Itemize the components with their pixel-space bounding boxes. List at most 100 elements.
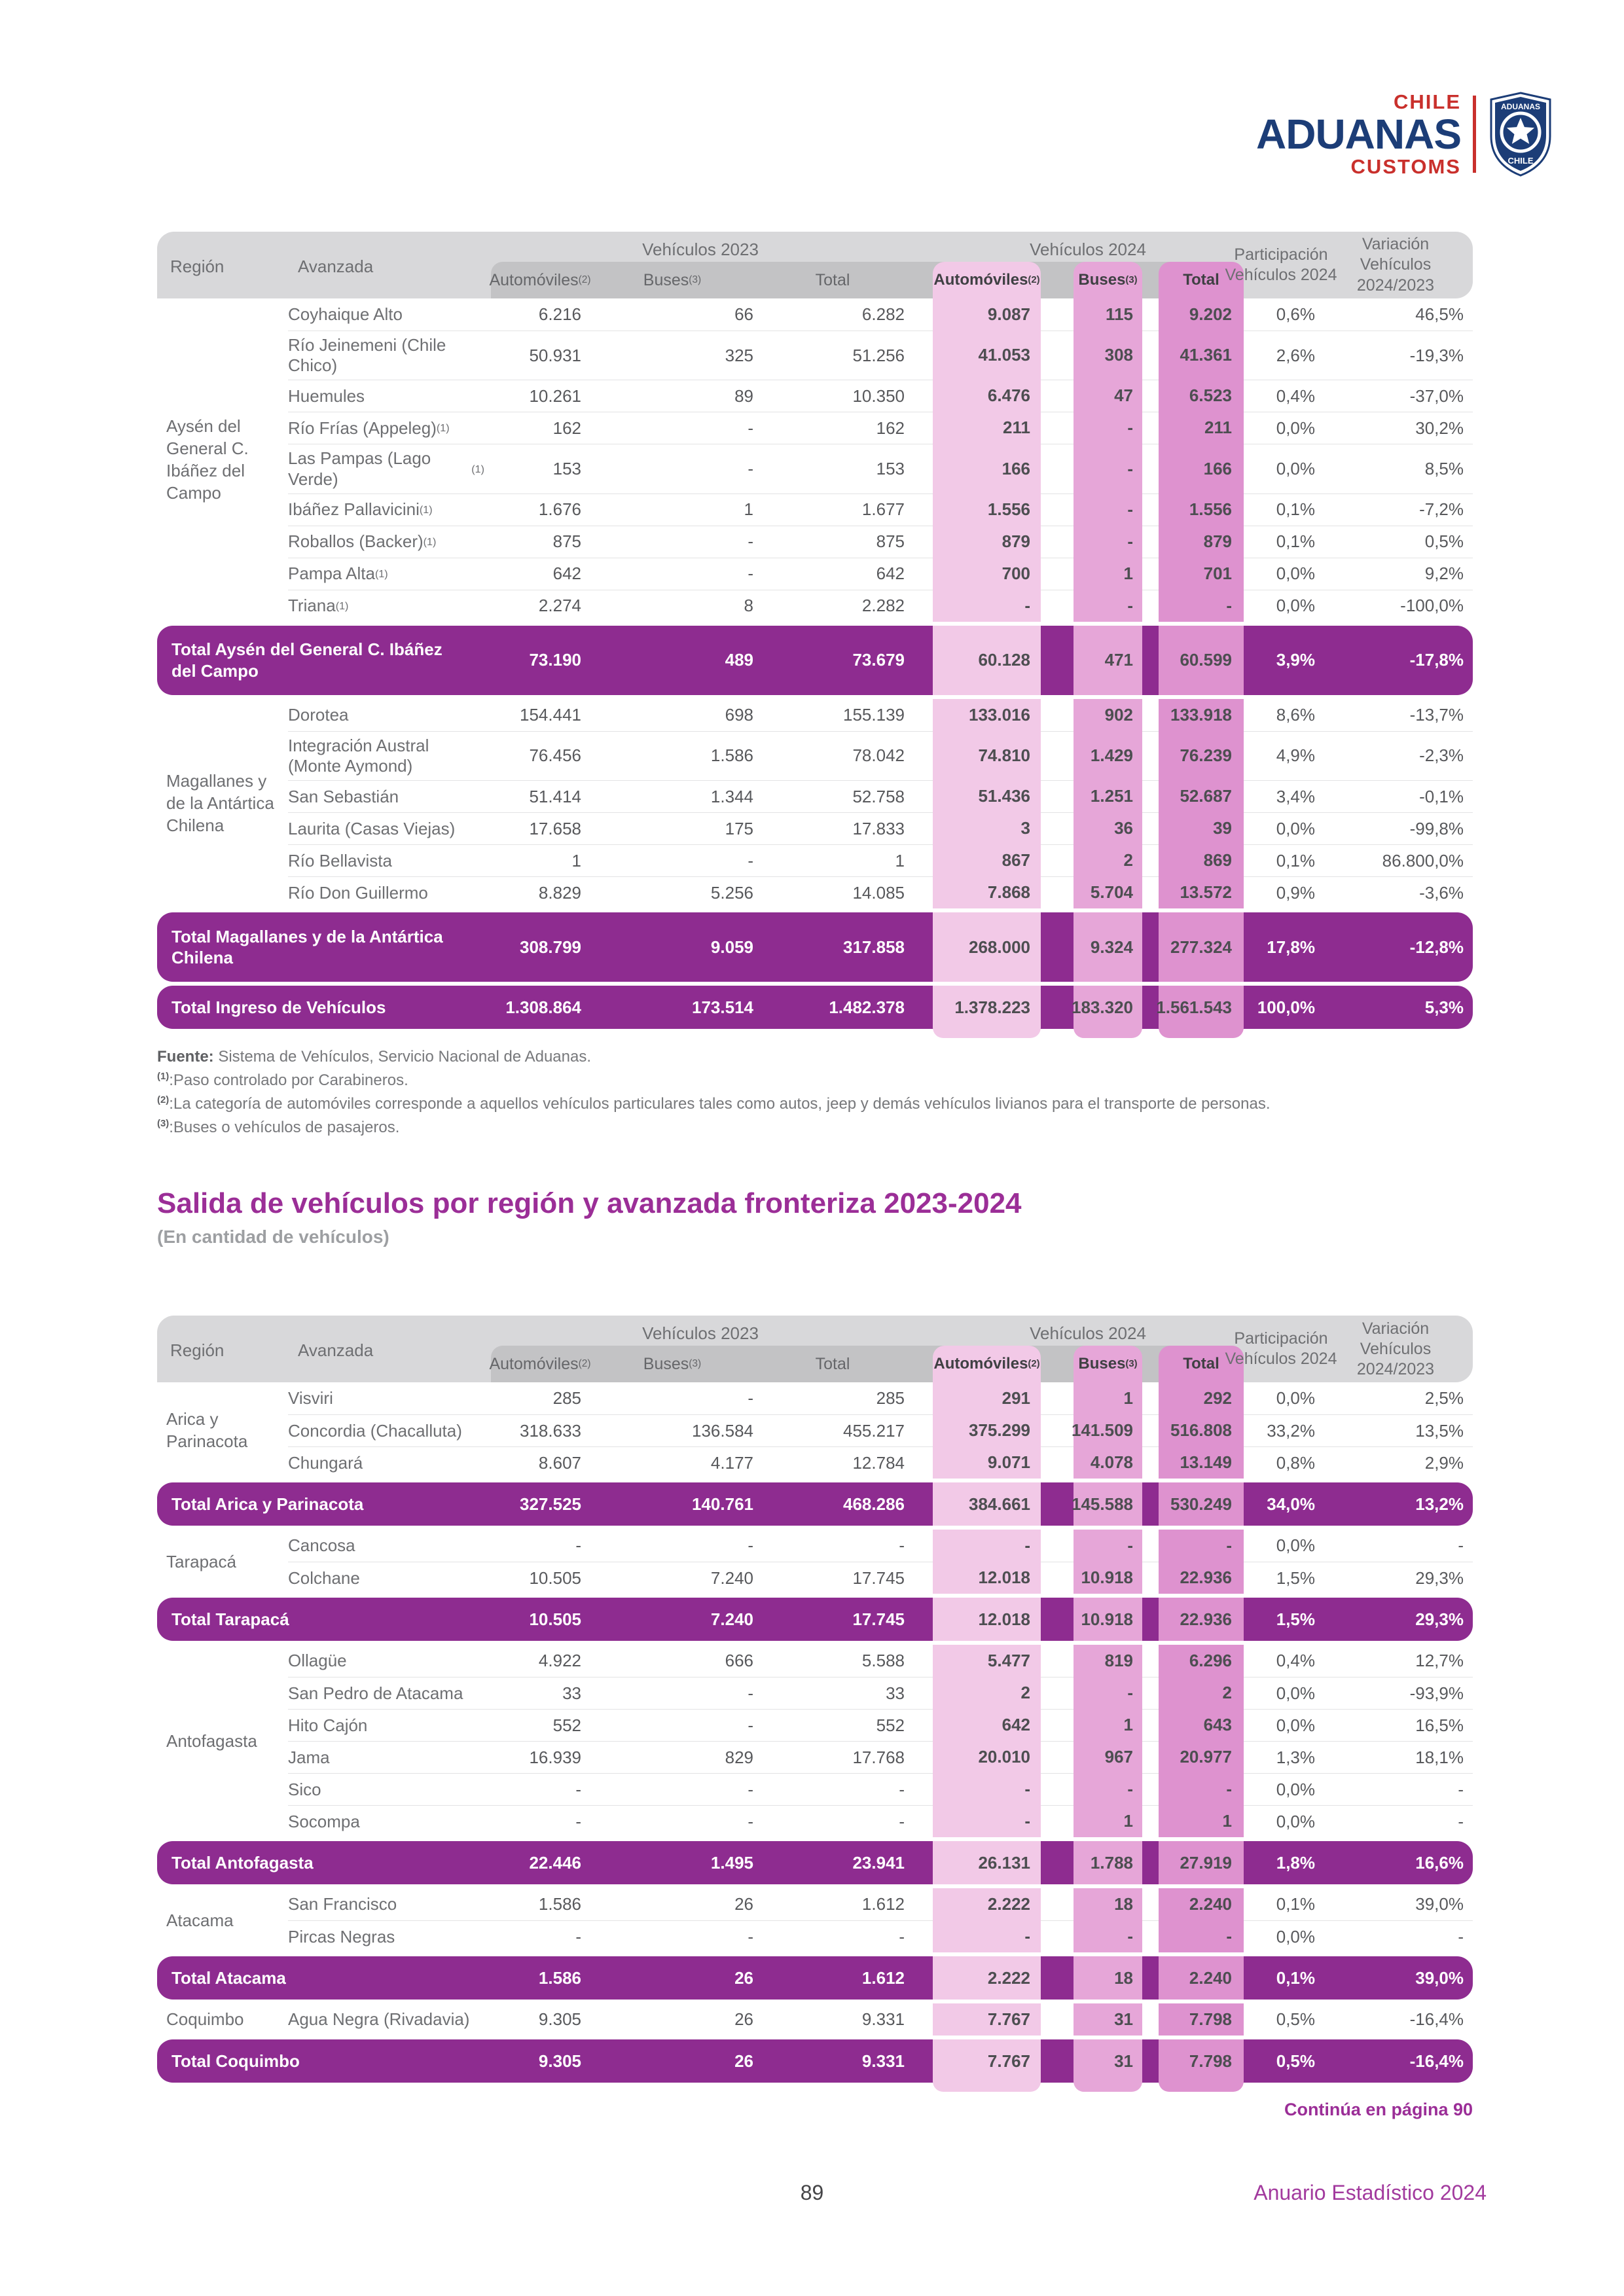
footer-publication: Anuario Estadístico 2024 — [1254, 2181, 1487, 2204]
value-cell: - — [589, 525, 756, 558]
value-cell: 183.320 — [1072, 986, 1142, 1039]
value-cell: 8,5% — [1319, 444, 1473, 493]
column-gap — [1142, 1841, 1159, 1884]
value-cell: 0,4% — [1244, 380, 1319, 412]
table-row: Río Bellavista 1-1 867 2 869 0,1% 86.800,0% — [288, 844, 1473, 877]
value-cell: 12.784 — [756, 1446, 910, 1479]
value-cell: 1.482.378 — [829, 997, 905, 1017]
region-label: Antofagasta — [166, 1731, 257, 1751]
value-cell: 1.612 — [861, 1894, 905, 1914]
column-gap — [910, 730, 933, 780]
value-cell: 875 — [756, 525, 910, 558]
value-cell: 22.446 — [529, 1852, 581, 1873]
table-row: Cancosa - - - - - -0,0% - — [288, 1530, 1473, 1562]
value-cell: 9.071 — [933, 1446, 1041, 1479]
value-cell: 26.131 — [933, 1841, 1041, 1885]
total-row-label: Total Arica y Parinacota — [171, 1494, 364, 1515]
column-gap — [1142, 1482, 1159, 1526]
fuente-note: Fuente: Sistema de Vehículos, Servicio N… — [157, 1046, 1473, 1068]
value-cell: 17.833 — [756, 812, 910, 844]
value-cell: 30,2% — [1319, 412, 1473, 444]
value-cell: 8.607 — [491, 1446, 589, 1479]
value-cell: 41.053 — [933, 331, 1041, 380]
region-rows: Dorotea 154.441 698 155.139 133.016 902 133.91… — [288, 698, 1473, 909]
column-gap — [910, 1530, 933, 1562]
region-label: Arica y Parinacota — [166, 1409, 248, 1451]
table-body: Arica y Parinacota Visviri 285-285 291 1 292 0… — [157, 1382, 1473, 2092]
value-cell: 325 — [589, 331, 756, 380]
value-cell: 869 — [1159, 844, 1244, 877]
column-gap — [1142, 844, 1159, 876]
avanzada-label: Colchane — [288, 1562, 491, 1594]
value-cell: - — [575, 1535, 581, 1556]
value-cell: 489 — [725, 650, 753, 670]
table-row: Huemules 10.261 89 10.350 6.476 47 6.523 0,4% -3… — [288, 380, 1473, 412]
table-header: Región Avanzada Vehículos 2023 Vehículos 20… — [157, 1316, 1473, 1383]
value-cell: -37,0% — [1319, 380, 1473, 412]
value-cell: 34,0% — [1267, 1494, 1315, 1514]
value-cell: 2,6% — [1244, 331, 1319, 380]
column-gap — [1041, 493, 1074, 526]
value-cell: 7.767 — [933, 2039, 1041, 2092]
value-cell: 7.240 — [710, 1609, 753, 1629]
continues-note: Continúa en página 90 — [1284, 2100, 1473, 2120]
column-header-automoviles-2023: Automóviles (2) — [489, 270, 591, 289]
value-cell: 18 — [1074, 1956, 1142, 2000]
value-cell: 1.586 — [538, 1894, 581, 1914]
column-header-buses-2023: Buses (3) — [643, 1354, 702, 1373]
column-gap — [910, 1841, 933, 1884]
value-cell: 39 — [1159, 812, 1244, 845]
group-header-vehiculos-2023: Vehículos 2023 — [642, 1323, 759, 1343]
footnote-marker-bold: (2) — [157, 1095, 170, 1106]
column-header-buses-2024: Buses (3) — [1074, 262, 1142, 298]
value-cell: 879 — [933, 525, 1041, 558]
value-cell: 13.149 — [1159, 1446, 1244, 1479]
avanzada-label: Las Pampas (Lago Verde) (1) — [288, 444, 491, 493]
column-gap — [910, 1773, 933, 1805]
value-cell: 7.240 — [589, 1562, 756, 1594]
total-row: Total Tarapacá 10.505 7.240 17.745 12.018 10.… — [157, 1598, 1473, 1641]
value-cell: 0,0% — [1276, 1535, 1315, 1556]
total-row-label: Total Antofagasta — [171, 1853, 314, 1873]
value-cell: 268.000 — [933, 912, 1041, 982]
value-cell: 1.429 — [1074, 730, 1142, 781]
value-cell: 1 — [1074, 1709, 1142, 1742]
value-cell: 6.523 — [1159, 380, 1244, 412]
avanzada-label: Río Jeinemeni (Chile Chico) — [288, 331, 491, 380]
region-label: Tarapacá — [166, 1551, 236, 1571]
column-header-automoviles-2024: Automóviles (2) — [933, 1346, 1041, 1383]
value-cell: 879 — [1159, 525, 1244, 558]
value-cell: 60.599 — [1159, 625, 1244, 695]
region-label: Atacama — [166, 1910, 234, 1930]
value-cell: 875 — [491, 525, 589, 558]
avanzada-label: Río Don Guillermo — [288, 876, 491, 908]
value-cell: - — [1074, 412, 1142, 444]
column-gap — [1041, 444, 1074, 493]
table-row: Laurita (Casas Viejas) 17.658 175 17.833 3 36… — [288, 812, 1473, 845]
section-title: Salida de vehículos por región y avanzad… — [157, 1187, 1022, 1220]
column-gap — [1142, 1562, 1159, 1594]
value-cell: 8,6% — [1276, 704, 1315, 725]
value-cell: 375.299 — [933, 1414, 1041, 1447]
footnote: (1):Paso controlado por Carabineros. — [157, 1071, 408, 1090]
section-subtitle: (En cantidad de vehículos) — [157, 1227, 389, 1247]
value-cell: 829 — [589, 1741, 756, 1773]
value-cell: 0,5% — [1276, 2051, 1315, 2071]
avanzada-label: Pircas Negras — [288, 1920, 491, 1952]
value-cell: 33,2% — [1244, 1414, 1319, 1446]
value-cell: 0,5% — [1276, 2009, 1315, 2030]
column-gap — [1041, 812, 1074, 844]
table-row: San Sebastián 51.414 1.344 52.758 51.436 1.25… — [288, 780, 1473, 813]
table-row: Ibáñez Pallavicini (1) 1.676 1 1.677 1.556-1.… — [288, 493, 1473, 526]
svg-text:CHILE: CHILE — [1508, 156, 1534, 166]
value-cell: 60.128 — [933, 625, 1041, 695]
value-cell: 162 — [756, 412, 910, 444]
column-gap — [1041, 298, 1074, 331]
value-cell: 12,7% — [1415, 1651, 1464, 1671]
value-cell: - — [1319, 1773, 1473, 1805]
region-rows: Coyhaique Alto 6.216 66 6.282 9.087 115 9.202 0… — [288, 298, 1473, 622]
footnote-marker: (3) — [157, 1119, 169, 1129]
value-cell: 0,0% — [1244, 812, 1319, 844]
value-cell: 1.378.223 — [933, 986, 1041, 1039]
column-gap — [1142, 2039, 1159, 2083]
